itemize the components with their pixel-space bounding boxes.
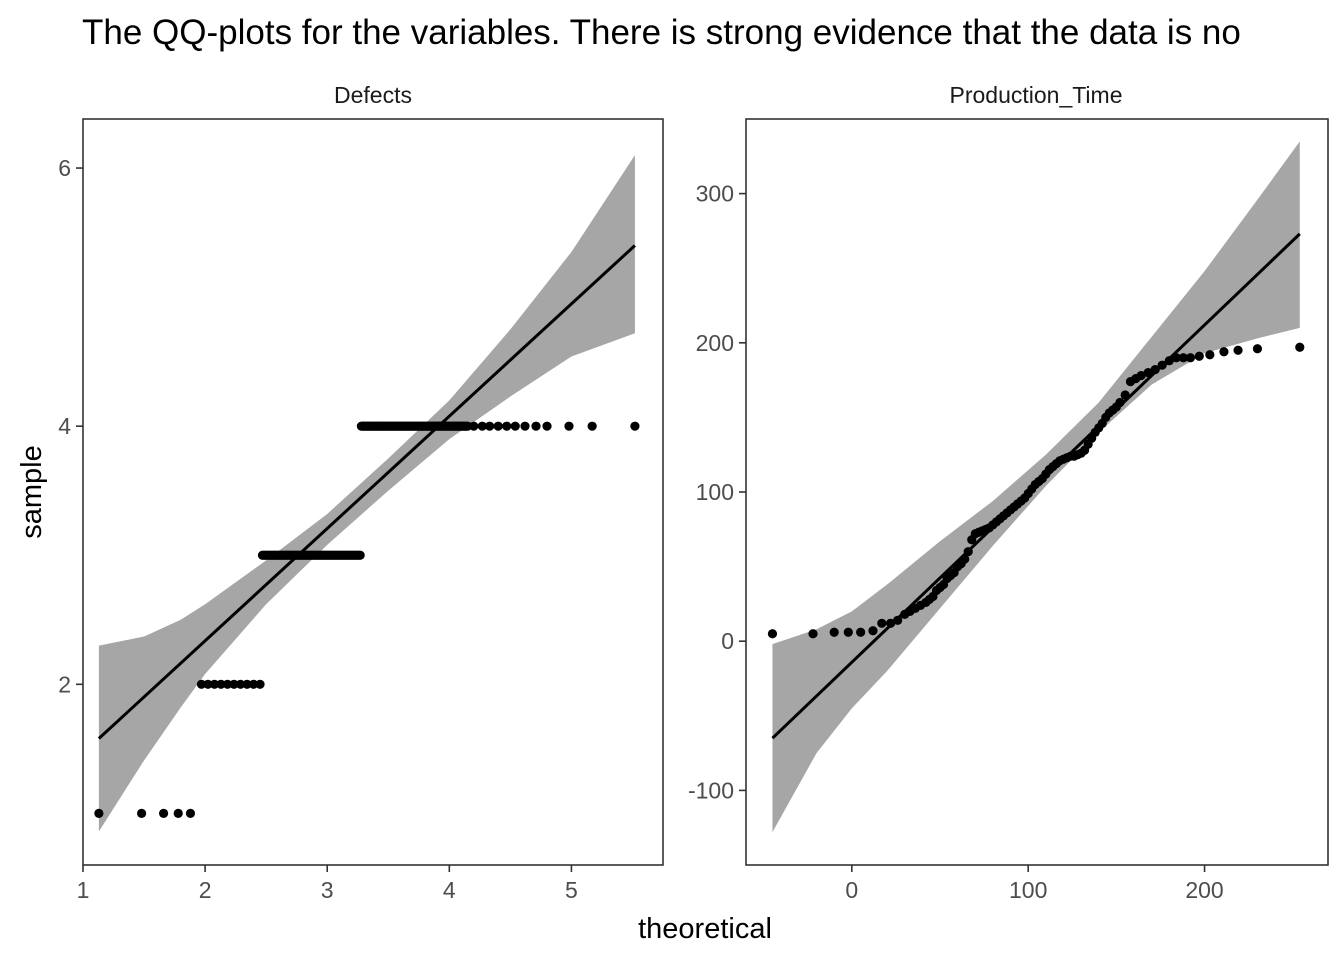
data-point <box>248 679 259 689</box>
facet-label-defects: Defects <box>334 82 412 108</box>
y-tick-label: 2 <box>58 671 71 697</box>
data-point <box>587 421 597 431</box>
data-point <box>520 421 530 431</box>
data-point <box>1252 344 1263 354</box>
data-point <box>196 679 207 689</box>
data-point <box>531 421 541 431</box>
x-tick-label: 5 <box>565 877 578 903</box>
data-point <box>1233 345 1243 355</box>
data-point <box>963 547 973 557</box>
data-point <box>209 679 220 689</box>
data-point <box>502 421 512 431</box>
data-point <box>173 808 183 818</box>
data-point <box>1120 390 1130 400</box>
data-point <box>185 808 196 818</box>
x-tick-label: 1 <box>77 877 90 903</box>
facet-label-production-time: Production_Time <box>949 82 1122 108</box>
y-tick-label: -100 <box>688 777 734 803</box>
data-point <box>222 679 233 689</box>
data-point <box>1115 397 1125 408</box>
data-point <box>493 421 503 431</box>
data-point <box>868 626 878 636</box>
x-tick-label: 3 <box>321 877 334 903</box>
data-point <box>808 629 818 639</box>
data-point <box>94 808 104 818</box>
chart-title: The QQ-plots for the variables. There is… <box>82 13 1241 52</box>
data-point <box>886 618 896 628</box>
y-tick-label: 200 <box>696 330 734 356</box>
data-point <box>1157 360 1167 370</box>
data-point <box>229 679 239 689</box>
panel-defects: Defects 1 2 3 4 5 2 4 6 <box>58 82 664 903</box>
data-point <box>1219 347 1229 357</box>
data-point <box>856 627 866 637</box>
data-point <box>1194 351 1204 361</box>
data-point <box>893 615 903 625</box>
reference-line <box>97 244 636 740</box>
data-point <box>1171 353 1181 363</box>
data-point <box>203 679 213 689</box>
data-point <box>829 627 839 637</box>
data-point <box>255 679 265 689</box>
data-point <box>1143 368 1153 378</box>
data-point <box>1178 353 1188 363</box>
data-point <box>477 421 487 431</box>
data-point <box>1185 353 1196 363</box>
panel-border <box>82 118 664 866</box>
data-point <box>564 421 574 431</box>
x-tick-label: 100 <box>1009 877 1047 903</box>
x-tick-label: 4 <box>443 877 456 903</box>
data-point <box>510 421 520 431</box>
data-point <box>1164 356 1174 366</box>
data-point <box>630 421 640 431</box>
data-point <box>485 421 495 431</box>
data-point <box>1295 342 1305 352</box>
data-point <box>242 679 252 689</box>
data-point <box>158 808 169 818</box>
data-point <box>767 629 778 639</box>
x-axis-label: theoretical <box>638 913 772 945</box>
data-point <box>1205 350 1215 360</box>
x-tick-label: 200 <box>1185 877 1223 903</box>
y-tick-label: 4 <box>58 413 71 439</box>
y-tick-label: 0 <box>721 628 734 654</box>
data-point <box>960 554 970 564</box>
data-point <box>1136 371 1146 381</box>
x-tick-label: 2 <box>199 877 212 903</box>
data-point <box>469 421 479 431</box>
data-point <box>137 808 147 818</box>
panel-production-time: Production_Time 0 100 200 -100 0 100 200 300 <box>688 82 1329 903</box>
y-tick-label: 6 <box>58 155 71 181</box>
data-point <box>355 550 365 560</box>
data-point <box>542 421 552 431</box>
data-point <box>235 679 246 689</box>
data-point <box>877 618 887 628</box>
x-tick-label: 0 <box>845 877 858 903</box>
y-tick-label: 300 <box>696 181 734 207</box>
data-point <box>1150 365 1160 375</box>
y-axis-label: sample <box>16 445 48 539</box>
y-tick-label: 100 <box>696 479 734 505</box>
data-point <box>216 679 226 689</box>
data-point <box>843 627 853 637</box>
